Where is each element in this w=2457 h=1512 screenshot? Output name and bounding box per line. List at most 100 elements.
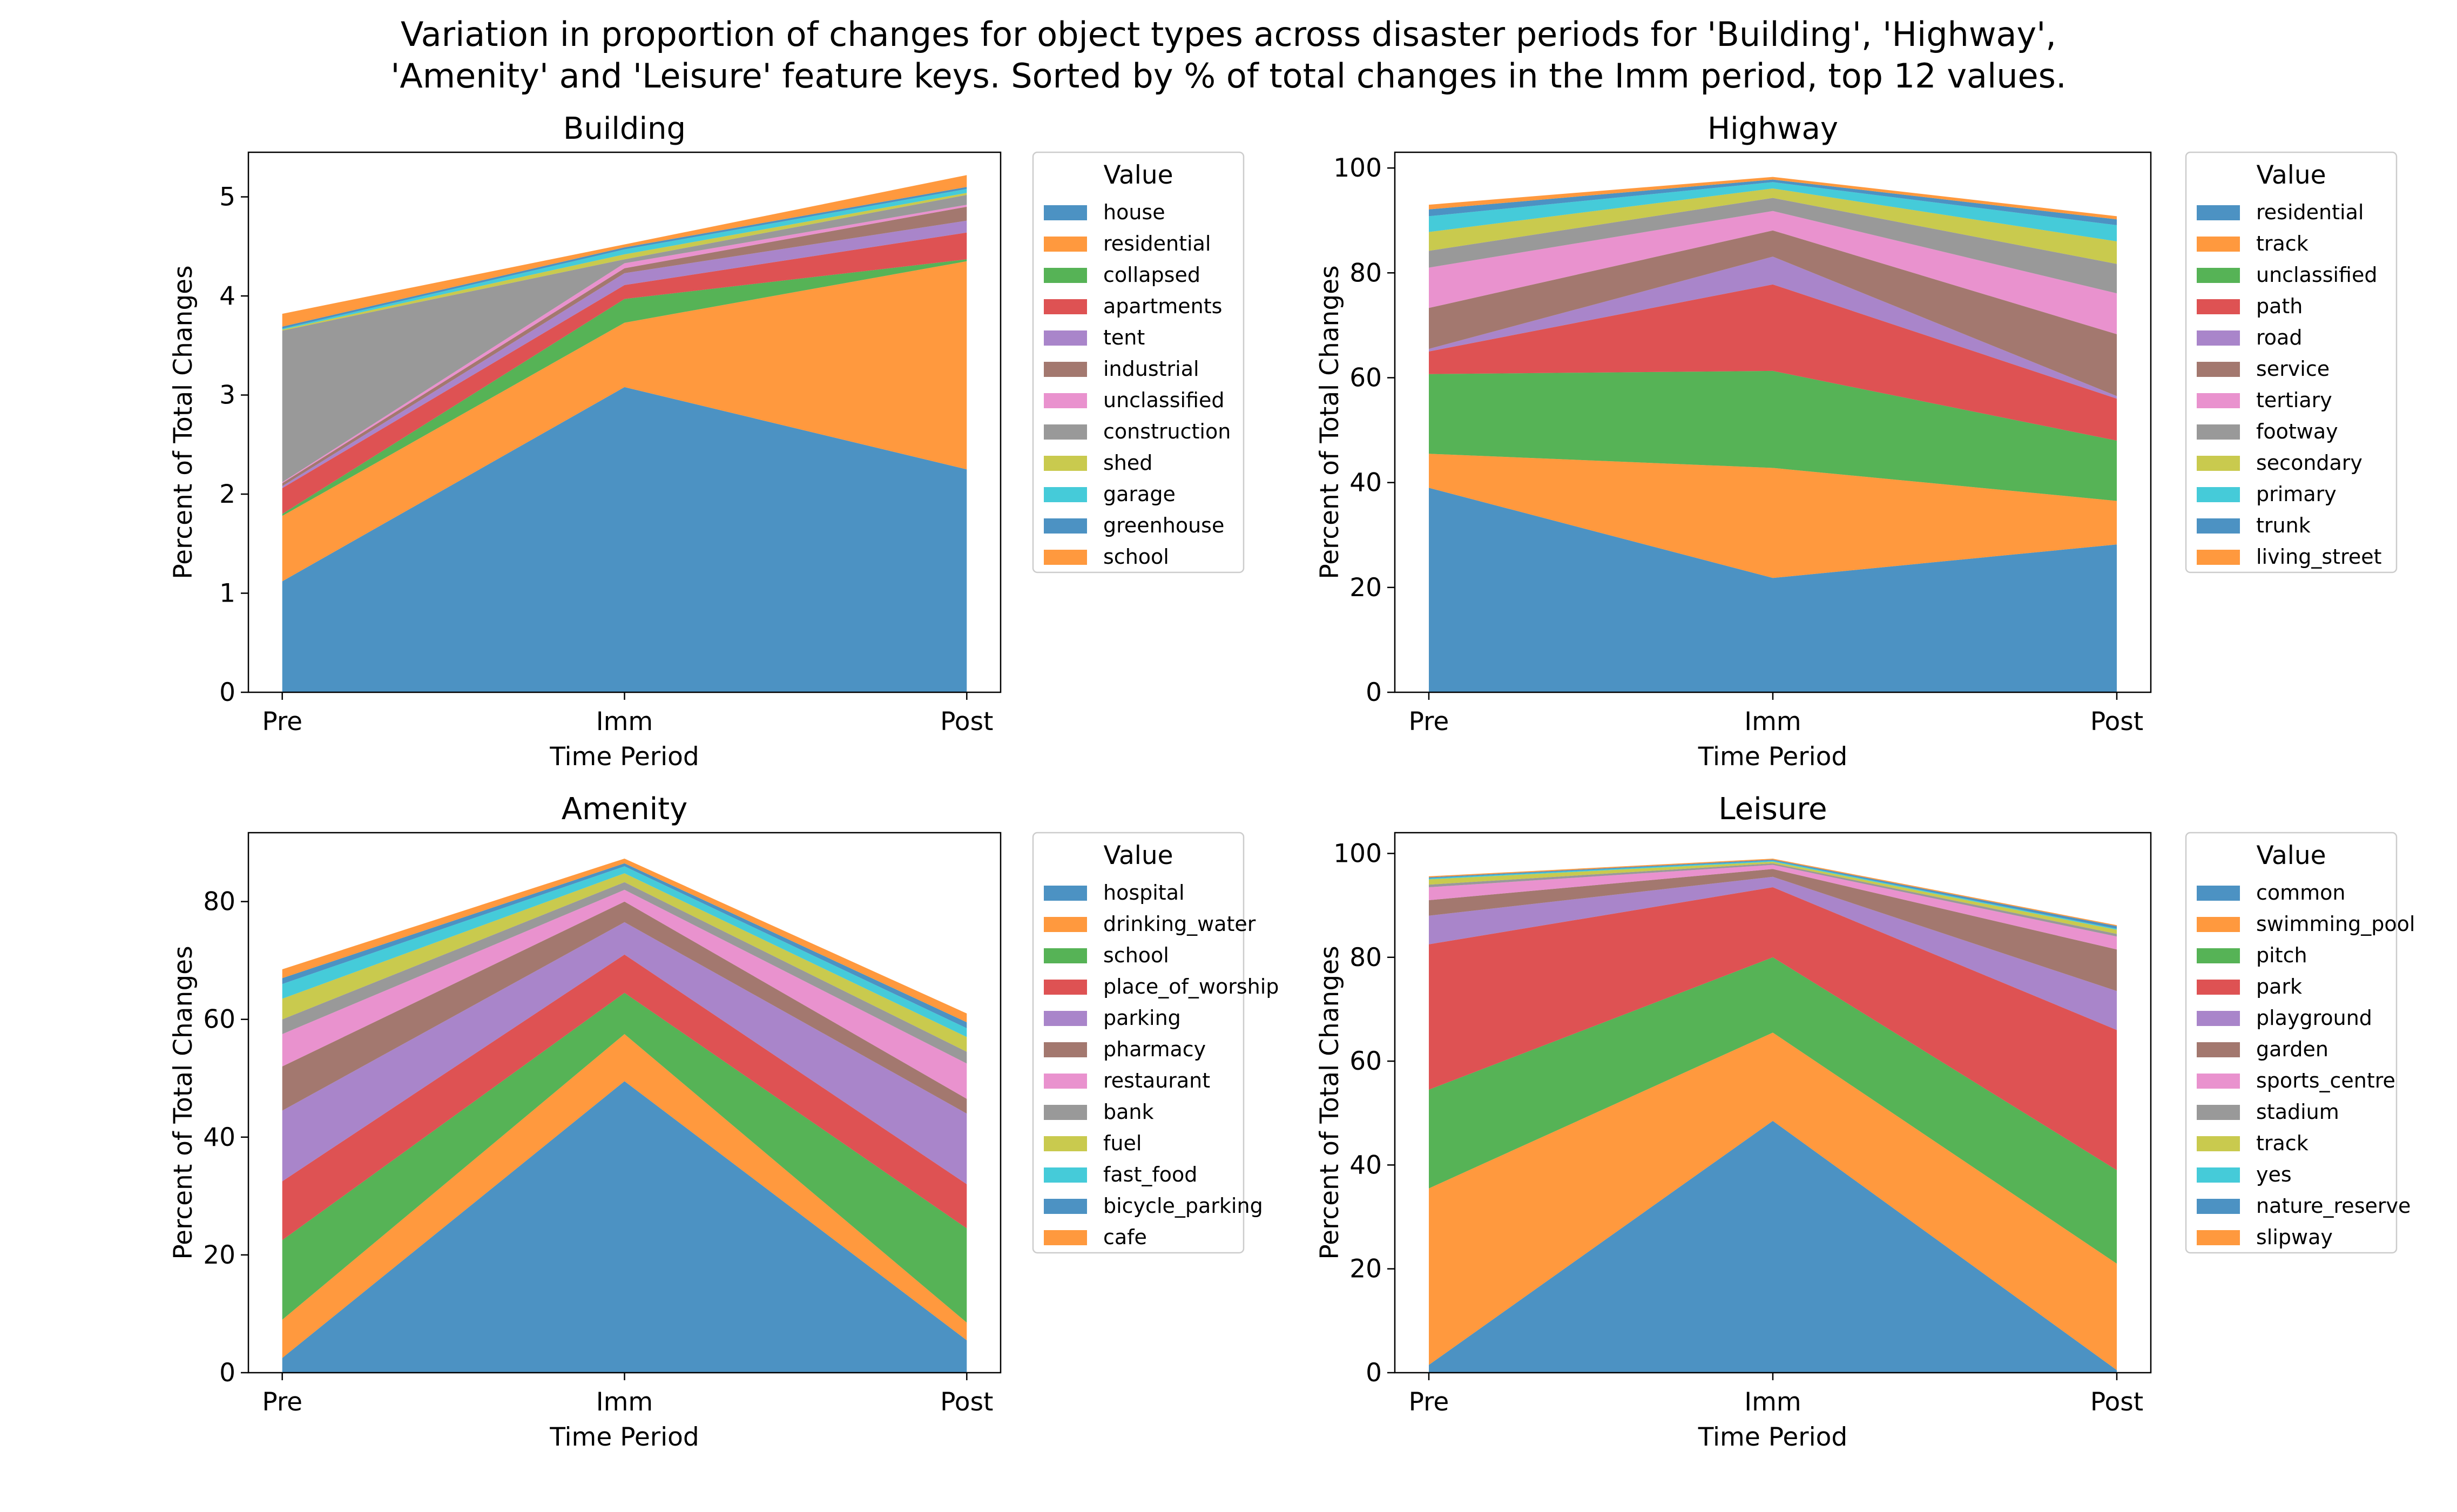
building-ytick-label: 4 [219, 281, 235, 311]
leisure-legend-swatch-swimming-pool [2197, 917, 2240, 932]
leisure-area-common [1429, 1120, 2117, 1373]
building-legend-label-school: school [1103, 545, 1169, 569]
amenity-legend-label-pharmacy: pharmacy [1103, 1037, 1206, 1061]
building-ytick-label: 2 [219, 480, 235, 509]
highway-legend-label-track: track [2256, 232, 2308, 255]
suptitle-line-1: Variation in proportion of changes for o… [401, 15, 2056, 54]
building-ytick-label: 0 [219, 678, 235, 707]
leisure-legend-label-garden: garden [2256, 1037, 2328, 1061]
building-legend-swatch-collapsed [1044, 268, 1087, 283]
building-legend-swatch-garage [1044, 487, 1087, 502]
leisure-ytick-label: 80 [1349, 943, 1382, 973]
leisure-legend-label-slipway: slipway [2256, 1225, 2333, 1249]
leisure-legend-swatch-track [2197, 1136, 2240, 1151]
amenity-area-restaurant [282, 889, 967, 1099]
leisure-x-axis-label: Time Period [1698, 1422, 1848, 1452]
building-area-school [282, 175, 967, 327]
amenity-legend-label-place-of-worship: place_of_worship [1103, 975, 1279, 998]
highway-xtick-label: Post [2090, 707, 2143, 737]
highway-legend-swatch-road [2197, 330, 2240, 346]
leisure-area-garden [1429, 869, 2117, 991]
highway-panel-title: Highway [1707, 111, 1838, 146]
highway-area-trunk [1429, 179, 2117, 225]
leisure-legend-label-yes: yes [2256, 1163, 2292, 1186]
highway-xtick-label: Imm [1744, 707, 1801, 737]
building-area-apartments [282, 232, 967, 514]
amenity-ytick-label: 40 [203, 1123, 235, 1152]
amenity-ytick-label: 60 [203, 1005, 235, 1035]
leisure-ytick-label: 20 [1349, 1254, 1382, 1284]
highway-ytick-label: 100 [1333, 153, 1382, 183]
highway-legend-label-road: road [2256, 326, 2302, 349]
chart-panels: 0 1 2 3 4 5 Pre Imm Post Building Time Period Perce… [168, 111, 2415, 1452]
amenity-legend-label-parking: parking [1103, 1006, 1181, 1030]
leisure-ytick-label: 0 [1366, 1358, 1382, 1388]
highway-legend-label-service: service [2256, 357, 2330, 381]
leisure-ytick-label: 40 [1349, 1150, 1382, 1180]
amenity-legend-swatch-cafe [1044, 1230, 1087, 1245]
amenity-legend-swatch-drinking-water [1044, 917, 1087, 932]
highway-legend-swatch-path [2197, 299, 2240, 314]
leisure-legend-swatch-common [2197, 886, 2240, 901]
highway-legend-swatch-unclassified [2197, 268, 2240, 283]
building-legend-label-construction: construction [1103, 420, 1231, 443]
highway-area-residential [1429, 488, 2117, 692]
leisure-legend-swatch-sports-centre [2197, 1074, 2240, 1089]
leisure-legend-label-playground: playground [2256, 1006, 2372, 1030]
leisure-legend-swatch-garden [2197, 1042, 2240, 1057]
amenity-ytick-label: 0 [219, 1358, 235, 1388]
amenity-legend-label-school: school [1103, 943, 1169, 967]
leisure-legend-swatch-yes [2197, 1167, 2240, 1183]
building-legend-label-collapsed: collapsed [1103, 263, 1200, 287]
highway-legend-label-path: path [2256, 294, 2303, 318]
building-legend-label-house: house [1103, 200, 1165, 224]
amenity-area-bank [282, 882, 967, 1064]
highway-ytick-label: 40 [1349, 468, 1382, 498]
amenity-panel: 0 20 40 60 80 Pre Imm Post Amenity Time Period Per… [168, 792, 1279, 1452]
amenity-legend-swatch-parking [1044, 1011, 1087, 1026]
amenity-legend-label-fuel: fuel [1103, 1131, 1142, 1155]
highway-legend-swatch-living-street [2197, 550, 2240, 565]
leisure-legend-swatch-park [2197, 980, 2240, 995]
highway-x-axis-label: Time Period [1698, 742, 1848, 772]
amenity-area-place-of-worship [282, 954, 967, 1240]
building-legend-label-residential: residential [1103, 232, 1211, 255]
leisure-legend-title: Value [2256, 841, 2326, 870]
leisure-legend-label-pitch: pitch [2256, 943, 2307, 967]
amenity-legend-label-hospital: hospital [1103, 881, 1185, 905]
leisure-legend-label-swimming-pool: swimming_pool [2256, 912, 2415, 936]
building-xtick-label: Imm [596, 707, 653, 737]
leisure-xtick-label: Post [2090, 1387, 2143, 1417]
amenity-legend-swatch-bicycle-parking [1044, 1199, 1087, 1214]
highway-area-unclassified [1429, 370, 2117, 501]
building-legend-label-greenhouse: greenhouse [1103, 514, 1224, 537]
building-legend-swatch-residential [1044, 237, 1087, 252]
amenity-ytick-label: 80 [203, 887, 235, 917]
highway-ytick-label: 60 [1349, 363, 1382, 393]
building-legend-label-unclassified: unclassified [1103, 388, 1225, 412]
amenity-ytick-label: 20 [203, 1240, 235, 1270]
building-ytick-label: 3 [219, 381, 235, 410]
leisure-legend-label-park: park [2256, 975, 2302, 998]
building-legend-label-garage: garage [1103, 482, 1176, 506]
amenity-area-hospital [282, 1081, 967, 1373]
building-legend-swatch-tent [1044, 330, 1087, 346]
building-legend-label-industrial: industrial [1103, 357, 1199, 381]
highway-ytick-label: 0 [1366, 678, 1382, 707]
building-legend-label-tent: tent [1103, 326, 1145, 349]
highway-area-footway [1429, 198, 2117, 294]
highway-legend-label-residential: residential [2256, 200, 2364, 224]
building-panel: 0 1 2 3 4 5 Pre Imm Post Building Time Period Perce… [168, 111, 1245, 772]
amenity-legend-swatch-place-of-worship [1044, 980, 1087, 995]
amenity-legend-swatch-restaurant [1044, 1074, 1087, 1089]
highway-area-tertiary [1429, 211, 2117, 334]
highway-legend-label-secondary: secondary [2256, 451, 2362, 475]
leisure-legend-label-stadium: stadium [2256, 1100, 2339, 1124]
building-panel-title: Building [563, 111, 686, 146]
amenity-xtick-label: Imm [596, 1387, 653, 1417]
leisure-panel: 0 20 40 60 80 100 Pre Imm Post Leisure Time Period… [1315, 792, 2415, 1452]
highway-legend-label-trunk: trunk [2256, 514, 2311, 537]
leisure-legend-label-nature-reserve: nature_reserve [2256, 1194, 2411, 1218]
leisure-ytick-label: 60 [1349, 1047, 1382, 1076]
